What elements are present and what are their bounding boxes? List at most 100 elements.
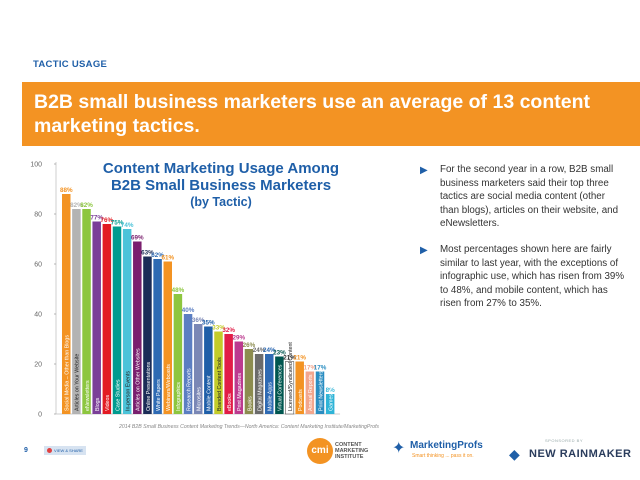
- bar: [325, 394, 335, 414]
- cmi-logo-mark: cmi: [307, 438, 333, 464]
- bar: [153, 259, 162, 414]
- category-label: In-person Events: [125, 371, 131, 411]
- bar-value-label: 33%: [212, 325, 225, 332]
- rainmaker-icon: ◆: [509, 446, 520, 462]
- bar-value-label: 82%: [70, 202, 83, 209]
- bar-value-label: 17%: [304, 365, 317, 372]
- bar-chart: 0 20 40 60 80 100 88% Social Media – Other than…: [30, 162, 341, 419]
- bar: [234, 341, 244, 414]
- bullet-list: ▶ For the second year in a row, B2B smal…: [420, 163, 625, 323]
- category-label: Digital Magazines: [257, 369, 263, 411]
- bar: [305, 371, 315, 414]
- bar: [82, 209, 91, 414]
- bar: [133, 241, 142, 414]
- section-tag: TACTIC USAGE: [33, 59, 108, 70]
- cmi-logo: cmi CONTENT MARKETING INSTITUTE: [307, 436, 387, 466]
- view-share-badge[interactable]: VIEW & SHARE: [44, 446, 86, 455]
- bar: [163, 261, 172, 414]
- bar: [62, 194, 71, 414]
- bar: [244, 349, 254, 414]
- banner-title: B2B small business marketers use an aver…: [34, 91, 590, 137]
- bar-value-label: 74%: [121, 222, 134, 229]
- y-tick-label: 100: [30, 162, 42, 169]
- bar-value-label: 61%: [161, 255, 174, 262]
- bar-value-label: 82%: [80, 202, 93, 209]
- bar-value-label: 63%: [141, 250, 154, 257]
- bird-icon: ✦: [392, 440, 406, 457]
- bar: [122, 229, 132, 414]
- view-share-label: VIEW & SHARE: [54, 448, 83, 453]
- new-rainmaker-logo: SPONSORED BY ◆ NEW RAINMAKER: [507, 438, 632, 468]
- bar-value-label: 21%: [283, 355, 296, 362]
- chart-title-line3: (by Tactic): [190, 195, 252, 209]
- chart-title-line2: B2B Small Business Marketers: [110, 177, 332, 194]
- category-label: Blogs: [95, 397, 101, 411]
- bar: [183, 314, 193, 414]
- bar-value-label: 29%: [232, 335, 245, 342]
- bar-value-label: 40%: [182, 307, 195, 314]
- y-tick-label: 0: [38, 412, 42, 419]
- marketingprofs-name: MarketingProfs: [410, 440, 483, 451]
- bullet-arrow-icon: ▶: [420, 165, 428, 176]
- category-label: Articles on Your Website: [75, 354, 81, 411]
- bar: [214, 331, 223, 414]
- bar-value-label: 32%: [222, 327, 235, 334]
- bullet-item: ▶ For the second year in a row, B2B smal…: [420, 163, 625, 231]
- marketingprofs-tagline: Smart thinking ... pass it on.: [412, 453, 474, 459]
- bar-value-label: 75%: [111, 220, 124, 227]
- bar: [275, 356, 284, 414]
- bar-value-label: 76%: [101, 217, 114, 224]
- sponsored-by-label: SPONSORED BY: [545, 438, 584, 443]
- bar: [265, 354, 274, 414]
- bar-value-label: 62%: [151, 252, 164, 259]
- category-label: Annual Reports: [308, 374, 314, 411]
- bullet-text: Most percentages shown here are fairly s…: [440, 243, 625, 310]
- category-label: Videos: [105, 395, 111, 411]
- bar-value-label: 48%: [172, 287, 185, 294]
- category-label: Social Media – Other than Blogs: [65, 335, 71, 411]
- category-label: Books: [247, 396, 253, 411]
- marketingprofs-logo: ✦ MarketingProfs Smart thinking ... pass…: [392, 436, 492, 466]
- y-tick-label: 80: [34, 212, 42, 219]
- source-note: 2014 B2B Small Business Content Marketin…: [118, 424, 380, 430]
- category-label: Microsites: [197, 387, 203, 411]
- bar-value-label: 23%: [273, 350, 286, 357]
- bar: [193, 324, 203, 414]
- page-number: 9: [24, 447, 28, 454]
- bar-value-label: 24%: [253, 347, 266, 354]
- category-label: Print Magazines: [237, 373, 243, 411]
- bar-value-label: 69%: [131, 235, 144, 242]
- bar-value-label: 77%: [90, 215, 103, 222]
- bar-value-label: 21%: [293, 355, 306, 362]
- category-label: Licensed/Syndicated Content: [288, 342, 294, 411]
- bar: [143, 256, 152, 414]
- new-rainmaker-name: NEW RAINMAKER: [529, 448, 632, 460]
- y-tick-label: 40: [34, 312, 42, 319]
- bar: [72, 209, 81, 414]
- bar: [173, 294, 183, 414]
- category-label: Print Newsletters: [318, 371, 324, 411]
- bar: [254, 354, 264, 414]
- bullet-item: ▶ Most percentages shown here are fairly…: [420, 243, 625, 311]
- category-label: Online Presentations: [146, 361, 152, 411]
- category-label: Case Studies: [115, 379, 121, 411]
- category-label: Podcasts: [298, 389, 304, 411]
- category-label: Research Reports: [186, 368, 192, 411]
- share-icon: [47, 448, 53, 454]
- cmi-logo-text: CONTENT MARKETING INSTITUTE: [335, 442, 369, 460]
- category-label: Infographics: [176, 382, 182, 411]
- category-label: Mobile Apps: [268, 382, 274, 411]
- y-tick-label: 20: [34, 362, 42, 369]
- bar-value-label: 24%: [263, 347, 276, 354]
- bullet-text: For the second year in a row, B2B small …: [440, 164, 619, 230]
- bar: [224, 334, 233, 414]
- category-label: eBooks: [227, 393, 233, 411]
- bullet-arrow-icon: ▶: [420, 244, 428, 256]
- chart-title-line1: Content Marketing Usage Among: [102, 160, 340, 177]
- category-label: Mobile Content: [207, 375, 213, 411]
- title-banner: B2B small business marketers use an aver…: [22, 82, 640, 146]
- category-label: Articles on Other Websites: [136, 348, 142, 411]
- bar-value-label: 26%: [243, 342, 256, 349]
- chart-title: Content Marketing Usage Among B2B Small …: [96, 160, 346, 211]
- category-label: Webinars/Webcasts: [166, 364, 172, 411]
